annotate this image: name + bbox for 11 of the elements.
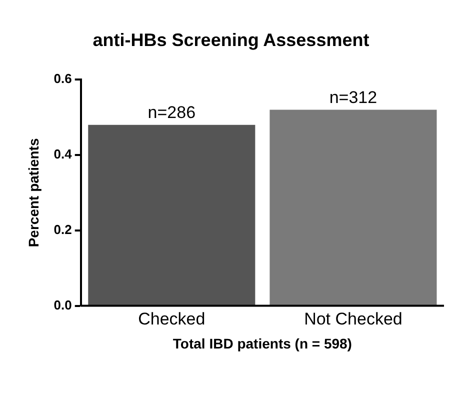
x-tick-label: Not Checked — [304, 310, 402, 329]
annotation: n=286 — [148, 103, 196, 122]
x-tick-label: Checked — [138, 310, 206, 329]
chart-title: anti-HBs Screening Assessment — [92, 30, 370, 50]
y-tick-label: 0.4 — [54, 146, 73, 162]
annotation: n=312 — [329, 88, 378, 107]
y-axis-title: Percent patients — [25, 138, 42, 248]
y-tick-label: 0.0 — [54, 297, 72, 312]
y-tick-label: 0.6 — [54, 71, 72, 86]
y-tick-label: 0.2 — [54, 222, 72, 237]
x-axis-title: Total IBD patients (n = 598) — [172, 335, 352, 352]
